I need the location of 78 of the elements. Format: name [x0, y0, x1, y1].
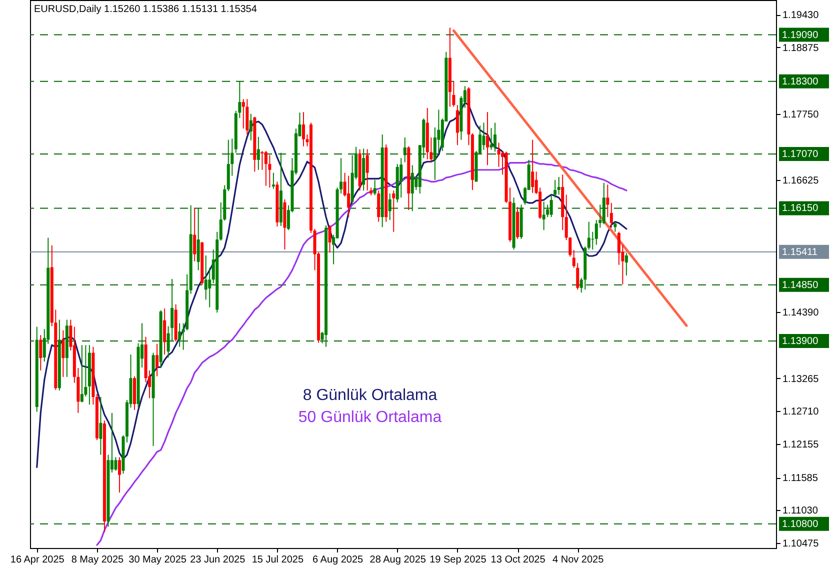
- y-tick-label: 1.19430: [782, 10, 820, 22]
- candlestick: [347, 175, 350, 218]
- candlestick: [377, 190, 380, 222]
- candlestick: [163, 308, 166, 356]
- ref-line-label: 1.15411: [782, 246, 818, 258]
- candlestick: [114, 456, 118, 472]
- candlestick: [118, 456, 121, 494]
- ref-line-label: 1.17070: [782, 148, 819, 160]
- candlestick: [624, 252, 628, 276]
- candlestick: [62, 330, 65, 378]
- y-tick-label: 1.14390: [782, 308, 820, 319]
- x-tick-label: 28 Aug 2025: [370, 554, 426, 566]
- ref-line-label: 1.19090: [782, 30, 819, 41]
- x-tick-label: 8 May 2025: [71, 554, 124, 566]
- candlestick: [260, 150, 264, 170]
- x-tick-label: 4 Nov 2025: [552, 554, 604, 566]
- candlestick: [587, 221, 590, 250]
- y-tick-label: 1.12155: [782, 439, 820, 450]
- text: 8 Günlük Ortalama: [302, 387, 438, 404]
- candlestick: [456, 104, 459, 146]
- candlestick: [482, 122, 486, 150]
- candlestick: [302, 112, 305, 147]
- x-tick-label: 13 Oct 2025: [490, 554, 546, 566]
- ref-line-label: 1.13900: [782, 336, 819, 347]
- y-tick-label: 1.10475: [782, 538, 820, 550]
- candlestick: [614, 221, 617, 232]
- ref-line-label: 1.14850: [782, 280, 819, 291]
- y-tick-label: 1.11030: [782, 506, 818, 517]
- candlestick: [486, 112, 489, 166]
- y-tick-label: 1.11585: [782, 473, 818, 484]
- candlestick: [208, 267, 212, 308]
- line-series: [96, 160, 628, 546]
- candlestick: [557, 176, 560, 196]
- candlestick: [490, 128, 493, 150]
- candlestick: [542, 201, 546, 231]
- candlestick: [403, 136, 406, 163]
- x-tick-label: 15 Jul 2025: [252, 554, 304, 566]
- candlestick: [80, 344, 84, 403]
- candlestick: [388, 192, 392, 221]
- candlestick: [268, 154, 272, 188]
- candlestick: [256, 136, 260, 170]
- ref-line-label: 1.18300: [782, 76, 819, 88]
- x-tick-label: 16 Apr 2025: [10, 554, 65, 566]
- candlestick: [392, 190, 396, 232]
- candlestick: [264, 150, 268, 186]
- y-tick-label: 1.16625: [782, 176, 820, 187]
- candlestick: [272, 172, 275, 190]
- y-tick-label: 1.12710: [782, 406, 820, 418]
- candlestick: [531, 139, 534, 194]
- x-tick-label: 19 Sep 2025: [430, 554, 487, 566]
- ref-line-label: 1.16150: [782, 203, 819, 214]
- candlestick: [246, 98, 249, 135]
- ref-line-label: 1.10800: [782, 518, 819, 530]
- candlestick: [550, 194, 553, 218]
- y-tick-label: 1.18875: [782, 42, 820, 54]
- candlestick: [366, 148, 369, 192]
- candlestick: [373, 179, 376, 196]
- candlestick: [178, 322, 182, 348]
- text: 50 Günlük Ortalama: [298, 409, 442, 426]
- candlestick: [610, 202, 613, 228]
- candlestick: [494, 122, 496, 152]
- candlestick: [39, 334, 42, 371]
- candlestick: [193, 208, 196, 262]
- candlestick: [156, 343, 159, 377]
- candlestick: [554, 179, 557, 198]
- candlestick: [400, 158, 403, 198]
- candlestick: [99, 396, 102, 456]
- y-tick-label: 1.13265: [782, 374, 820, 385]
- candlestick: [410, 164, 414, 212]
- x-tick-label: 6 Aug 2025: [312, 554, 364, 566]
- candlestick: [328, 224, 332, 253]
- x-tick-label: 23 Jun 2025: [190, 554, 246, 566]
- candlestick: [249, 113, 252, 141]
- candlestick: [196, 208, 200, 271]
- candlestick: [606, 184, 610, 218]
- chart-title: EURUSD,Daily 1.15260 1.15386 1.15131 1.15354: [34, 4, 258, 15]
- x-tick-label: 30 May 2025: [128, 554, 187, 566]
- y-tick-label: 1.17750: [782, 109, 820, 120]
